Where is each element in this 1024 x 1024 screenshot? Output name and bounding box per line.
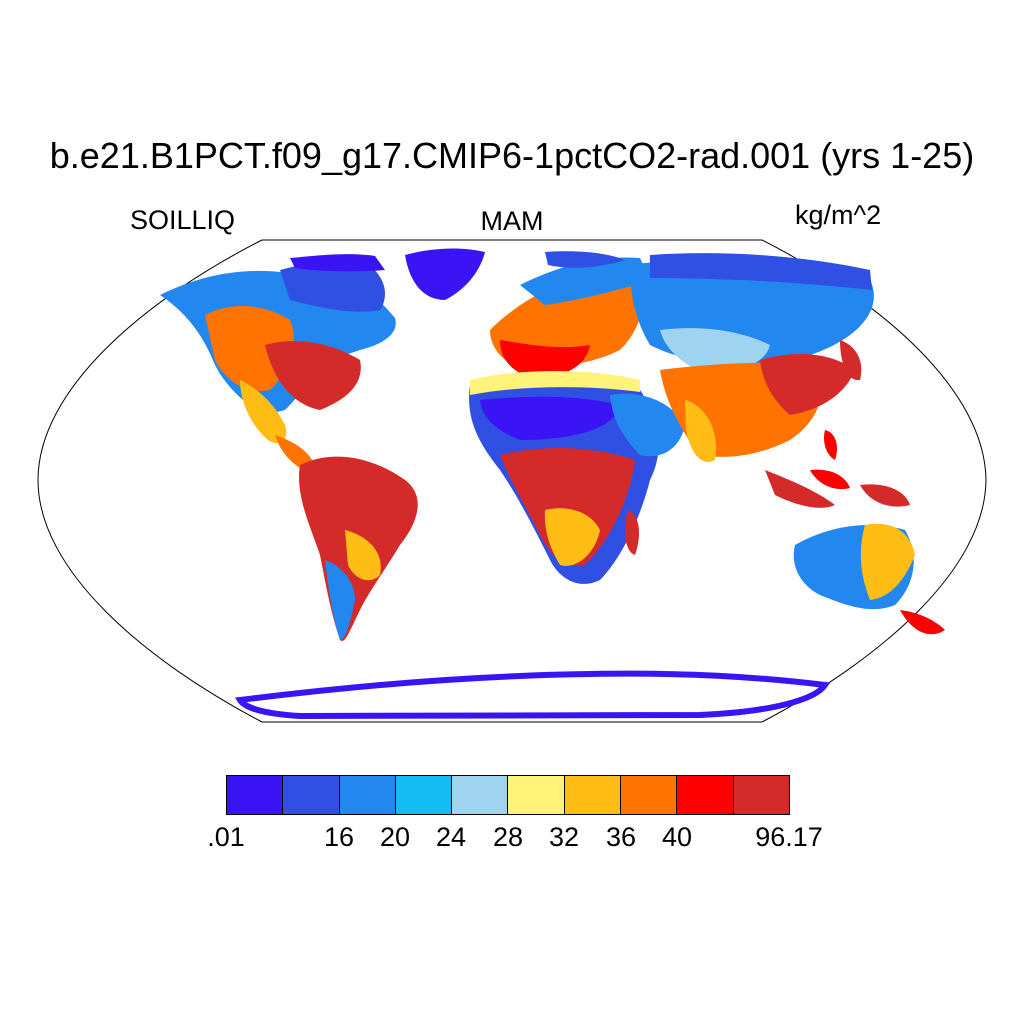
north-america: [160, 248, 485, 468]
colorbar-tick-label: 20: [379, 822, 411, 852]
colorbar-box: [564, 776, 622, 814]
colorbar-tick-label: 40: [661, 822, 693, 852]
season-label: MAM: [480, 206, 544, 236]
africa: [469, 371, 659, 584]
arabia: [610, 393, 685, 457]
colorbar-tick-label: 96.17: [755, 822, 823, 852]
colorbar-tick-label: 24: [435, 822, 467, 852]
se-asia-islands: [765, 430, 910, 508]
europe: [490, 251, 650, 378]
colorbar-box: [395, 776, 453, 814]
colorbar-tick-label: .01: [207, 822, 245, 852]
plot-title: b.e21.B1PCT.f09_g17.CMIP6-1pctCO2-rad.00…: [49, 135, 975, 176]
units-label: kg/m^2: [795, 200, 882, 230]
south-america: [299, 456, 418, 641]
colorbar-box: [339, 776, 396, 814]
colorbar-box: [283, 776, 340, 814]
colorbar-box: [677, 776, 734, 814]
colorbar: [226, 775, 790, 815]
colorbar-tick-label: 16: [323, 822, 355, 852]
colorbar-box: [621, 776, 678, 814]
colorbar-tick-label: 36: [605, 822, 637, 852]
colorbar-box: [452, 776, 509, 814]
colorbar-box: [733, 776, 789, 814]
australia: [793, 523, 945, 635]
colorbar-tick-label: 28: [492, 822, 524, 852]
variable-label: SOILLIQ: [130, 205, 236, 235]
asia: [630, 253, 874, 462]
antarctica: [234, 670, 831, 720]
colorbar-box: [227, 776, 284, 814]
colorbar-tick-label: 32: [548, 822, 580, 852]
colorbar-box: [508, 776, 565, 814]
